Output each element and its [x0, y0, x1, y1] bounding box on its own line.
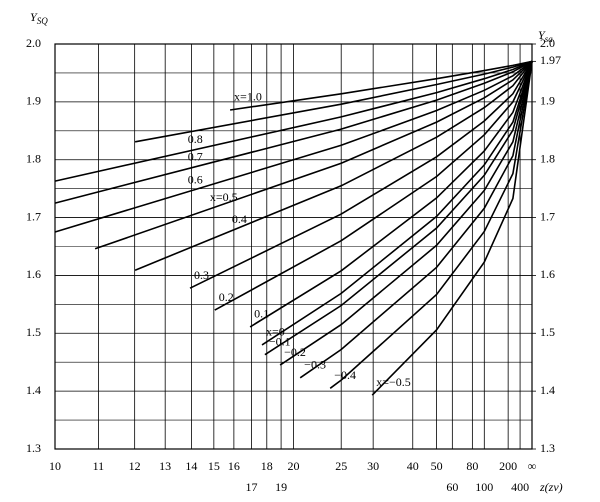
- x-tick-label: 14: [185, 459, 197, 473]
- x-tick-label: 50: [431, 459, 443, 473]
- x-tick-label: 13: [159, 459, 171, 473]
- y-tick-label: 1.8: [26, 151, 41, 165]
- x-tick-label: ∞: [528, 459, 537, 473]
- y2-tick-label: 1.9: [540, 94, 555, 108]
- series-label: −0.1: [269, 334, 291, 348]
- series-label: −0.4: [334, 368, 356, 382]
- series-label: 0.2: [219, 290, 234, 304]
- series-label: x=−0.5: [376, 375, 411, 389]
- y-tick-label: 1.9: [26, 94, 41, 108]
- series-label: 0.3: [194, 268, 209, 282]
- curve: [189, 60, 533, 289]
- x-tick-label: 12: [129, 459, 141, 473]
- curve: [229, 60, 533, 111]
- curve: [371, 61, 533, 396]
- y2-tick-label: 1.97: [540, 53, 561, 67]
- y2-tick-label: 1.6: [540, 267, 555, 281]
- x-tick-label: 11: [93, 459, 105, 473]
- series-label: −0.3: [304, 358, 326, 372]
- x-tick-label: 17: [246, 480, 258, 494]
- y-axis-label: YSQ: [30, 10, 48, 26]
- y2-tick-label: 1.8: [540, 151, 555, 165]
- curve: [54, 60, 533, 204]
- series-label: 0.8: [188, 132, 203, 146]
- series-label: 0.7: [188, 150, 203, 164]
- y-tick-label: 1.7: [26, 209, 41, 223]
- y-axis-label-sub: SQ: [37, 16, 49, 26]
- y-tick-label: 1.5: [26, 325, 41, 339]
- y-tick-label: 1.4: [26, 383, 41, 397]
- curve: [134, 60, 533, 143]
- y-axis-label-main: Y: [30, 10, 38, 24]
- x-tick-label: 60: [446, 480, 458, 494]
- curve: [54, 60, 533, 233]
- y2-tick-label: 1.3: [540, 441, 555, 455]
- curve: [94, 60, 533, 250]
- curve: [329, 61, 533, 389]
- y2-axis-label-sub: sa: [545, 34, 554, 44]
- y2-tick-label: 1.4: [540, 383, 555, 397]
- x-tick-label: 25: [335, 459, 347, 473]
- series-label: 0.1: [254, 307, 269, 321]
- series-label: 0.4: [232, 212, 247, 226]
- x-tick-label: 15: [208, 459, 220, 473]
- y2-tick-label: 2.0: [540, 36, 555, 50]
- x-tick-label: 100: [475, 480, 493, 494]
- curve: [261, 61, 533, 346]
- y2-tick-label: 1.5: [540, 325, 555, 339]
- y2-axis-label-main: Y: [538, 28, 546, 42]
- series-label: x=0: [266, 325, 285, 339]
- curve: [214, 61, 533, 311]
- x-tick-label: 20: [288, 459, 300, 473]
- curve: [134, 60, 533, 271]
- curve: [249, 61, 533, 328]
- x-tick-label: 18: [261, 459, 273, 473]
- x-tick-label: 40: [407, 459, 419, 473]
- series-label: x=1.0: [234, 90, 262, 104]
- x-tick-label: 80: [466, 459, 478, 473]
- curve: [264, 61, 533, 356]
- y2-axis-label: Ysa: [538, 28, 553, 44]
- y2-tick-label: 1.7: [540, 209, 555, 223]
- curve: [279, 61, 533, 366]
- curve: [54, 60, 533, 182]
- series-label: x=0.5: [210, 190, 238, 204]
- x-tick-label: 200: [499, 459, 517, 473]
- x-tick-label: 400: [511, 480, 529, 494]
- y-tick-label: 1.3: [26, 441, 41, 455]
- curve: [299, 61, 533, 379]
- y-tick-label: 1.6: [26, 267, 41, 281]
- x-axis-label: z(zv): [539, 480, 563, 494]
- y-tick-label: 2.0: [26, 36, 41, 50]
- series-label: 0.6: [188, 173, 203, 187]
- series-label: −0.2: [284, 345, 306, 359]
- x-tick-label: 19: [275, 480, 287, 494]
- x-tick-label: 30: [367, 459, 379, 473]
- x-tick-label: 10: [49, 459, 61, 473]
- x-tick-label: 16: [228, 459, 240, 473]
